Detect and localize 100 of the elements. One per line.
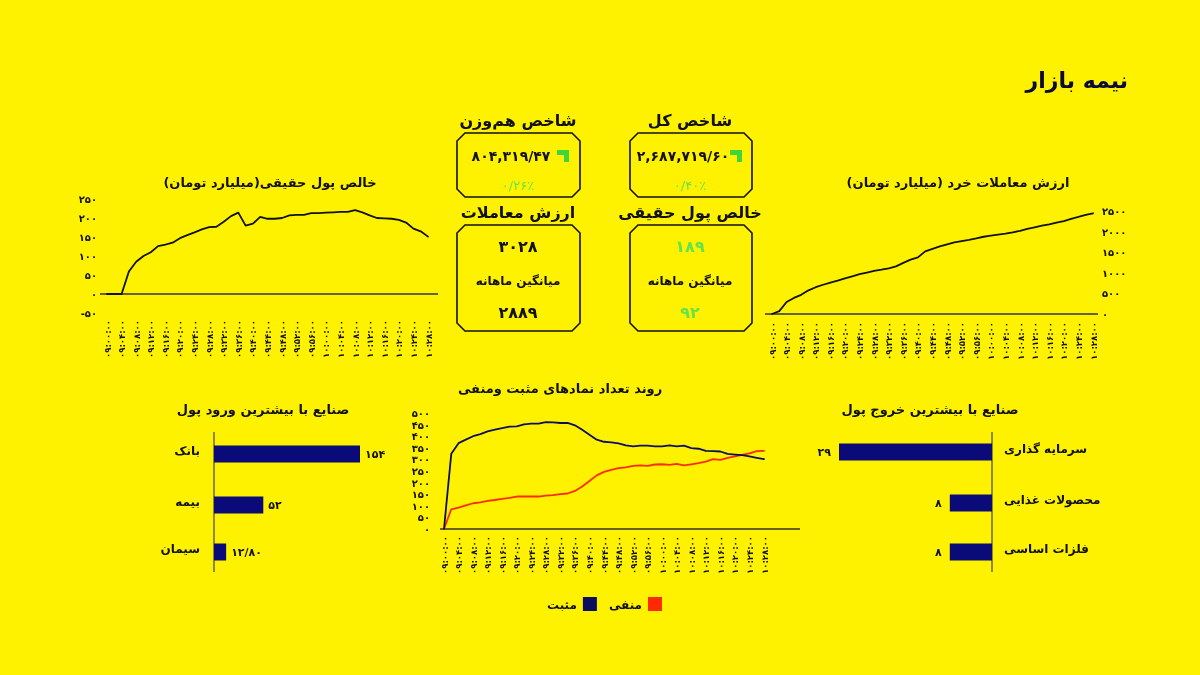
- y-tick-label: بانک: [174, 444, 200, 458]
- y-tick-label: ۵۰۰: [411, 408, 430, 419]
- text: ارزش معاملات: [460, 203, 576, 222]
- x-tick-label: ۰۹:۲۸:۰۰: [541, 536, 552, 574]
- text: شاخص کل: [647, 111, 733, 130]
- x-tick-label: ۰۹:۴۰:۰۰: [248, 320, 259, 358]
- y-tick-label: ۲۵۰: [411, 466, 430, 477]
- text: ۸۰۴,۳۱۹/۴۷: [471, 148, 551, 164]
- x-tick-label: ۰۹:۵۶:۰۰: [971, 322, 982, 360]
- y-tick-label: ۳۰۰: [411, 454, 430, 466]
- x-tick-label: ۰۹:۵۲:۰۰: [957, 322, 968, 360]
- chart-title: خالص پول حقیقی(میلیارد تومان): [163, 175, 377, 190]
- y-tick-label: فلزات اساسی: [1004, 542, 1089, 556]
- text: ۲,۶۸۷,۷۱۹/۶۰: [636, 148, 730, 164]
- x-tick-label: ۰۹:۴۰:۰۰: [913, 322, 924, 360]
- text: شاخص هم‌وزن: [459, 111, 577, 130]
- x-tick-label: ۰۹:۲۸:۰۰: [869, 322, 880, 360]
- y-tick-label: ۴۵۰: [411, 419, 430, 431]
- x-tick-label: ۰۹:۰۰:۰۰: [439, 536, 450, 574]
- text: ۰/۴۰٪: [673, 178, 707, 193]
- data-label: ۲۹: [817, 446, 832, 459]
- line-series: [443, 421, 765, 530]
- x-tick-label: ۱۰:۲۸:۰۰: [423, 320, 434, 358]
- x-tick-label: ۱۰:۱۶:۰۰: [379, 320, 390, 358]
- x-tick-label: ۱۰:۱۲:۰۰: [701, 536, 712, 574]
- x-tick-label: ۰۹:۱۲:۰۰: [811, 322, 822, 360]
- x-tick-label: ۰۹:۱۶:۰۰: [497, 536, 508, 574]
- x-tick-label: ۰۹:۰۸:۰۰: [468, 536, 479, 574]
- x-tick-label: ۰۹:۰۸:۰۰: [796, 322, 807, 360]
- x-tick-label: ۰۹:۳۶:۰۰: [898, 322, 909, 360]
- x-tick-label: ۰۹:۴۴:۰۰: [263, 320, 273, 358]
- text: ۱۸۹: [675, 237, 705, 256]
- x-tick-label: ۰۹:۲۸:۰۰: [204, 320, 215, 358]
- x-tick-label: ۱۰:۲۸:۰۰: [1088, 322, 1099, 360]
- x-tick-label: ۱۰:۲۰:۰۰: [730, 536, 741, 574]
- y-tick-label: -۵۰: [80, 308, 97, 319]
- data-label: ۸: [935, 546, 943, 559]
- line-series: [771, 212, 1094, 315]
- y-tick-label: ۳۵۰: [411, 442, 430, 454]
- chart-title: ارزش معاملات خرد (میلیارد تومان): [846, 175, 1070, 190]
- y-tick-label: ۵۰۰: [1102, 288, 1121, 300]
- x-tick-label: ۱۰:۰۸:۰۰: [350, 320, 361, 358]
- x-tick-label: ۱۰:۲۰:۰۰: [394, 320, 405, 358]
- data-label: ۱۲/۸۰: [231, 546, 263, 559]
- legend-label: مثبت: [546, 598, 577, 612]
- x-tick-label: ۰۹:۴۴:۰۰: [928, 322, 938, 360]
- x-tick-label: ۰۹:۳۶:۰۰: [233, 320, 244, 358]
- x-tick-label: ۰۹:۰۰:۰۰: [102, 320, 113, 358]
- y-tick-label: ۱۰۰: [78, 251, 97, 262]
- x-tick-label: ۰۹:۴۰:۰۰: [584, 536, 595, 574]
- x-tick-label: ۰۹:۵۲:۰۰: [292, 320, 303, 358]
- y-tick-label: ۲۵۰۰: [1102, 206, 1127, 217]
- x-tick-label: ۰۹:۴۸:۰۰: [614, 536, 625, 574]
- x-tick-label: ۱۰:۰۸:۰۰: [1015, 322, 1026, 360]
- x-tick-label: ۰۹:۴۸:۰۰: [277, 320, 288, 358]
- text: ۳۰۲۸: [498, 237, 538, 256]
- x-tick-label: ۱۰:۱۶:۰۰: [1044, 322, 1055, 360]
- x-tick-label: ۰۹:۰۴:۰۰: [454, 536, 465, 574]
- legend-label: منفی: [608, 598, 642, 612]
- x-tick-label: ۱۰:۰۰:۰۰: [321, 320, 332, 358]
- x-tick-label: ۰۹:۴۴:۰۰: [599, 536, 610, 574]
- x-tick-label: ۰۹:۲۴:۰۰: [855, 322, 866, 360]
- x-tick-label: ۰۹:۱۶:۰۰: [825, 322, 836, 360]
- y-tick-label: ۲۵۰: [78, 194, 97, 205]
- data-label: ۱۵۴: [365, 448, 386, 461]
- line-series: [443, 449, 765, 530]
- y-tick-label: ۰: [90, 289, 97, 300]
- y-tick-label: ۲۰۰۰: [1102, 226, 1127, 238]
- x-tick-label: ۰۹:۳۲:۰۰: [884, 322, 895, 360]
- line-series: [106, 209, 429, 295]
- y-tick-label: ۱۰۰۰: [1102, 267, 1127, 279]
- y-tick-label: بیمه: [175, 495, 200, 509]
- text: نیمه بازار: [1024, 68, 1128, 93]
- x-tick-label: ۰۹:۵۶:۰۰: [306, 320, 317, 358]
- x-tick-label: ۰۹:۰۴:۰۰: [782, 322, 793, 360]
- x-tick-label: ۱۰:۲۰:۰۰: [1059, 322, 1070, 360]
- y-tick-label: ۱۵۰۰: [1102, 247, 1127, 259]
- x-tick-label: ۱۰:۱۲:۰۰: [1030, 322, 1041, 360]
- x-tick-label: ۱۰:۲۴:۰۰: [408, 320, 419, 358]
- x-tick-label: ۱۰:۲۸:۰۰: [759, 536, 770, 574]
- y-tick-label: ۲۰۰: [411, 477, 430, 489]
- y-tick-label: ۰: [1102, 309, 1109, 320]
- text: میانگین ماهانه: [647, 274, 733, 288]
- x-tick-label: ۱۰:۰۴:۰۰: [335, 320, 346, 358]
- y-tick-label: ۱۵۰: [411, 489, 430, 501]
- y-tick-label: سیمان: [160, 542, 200, 556]
- x-tick-label: ۱۰:۰۰:۰۰: [657, 536, 668, 574]
- x-tick-label: ۱۰:۲۴:۰۰: [744, 536, 755, 574]
- y-tick-label: ۲۰۰: [78, 213, 97, 224]
- y-tick-label: ۵۰: [417, 512, 430, 524]
- chart-title: صنایع با بیشترین خروج پول: [841, 402, 1019, 418]
- y-tick-label: ۱۵۰: [78, 232, 97, 243]
- x-tick-label: ۱۰:۲۴:۰۰: [1073, 322, 1084, 360]
- x-tick-label: ۰۹:۲۰:۰۰: [175, 320, 186, 358]
- y-tick-label: ۴۰۰: [411, 431, 430, 443]
- x-tick-label: ۰۹:۲۰:۰۰: [840, 322, 851, 360]
- chart-title: روند تعداد نمادهای مثبت ومنفی: [457, 381, 663, 396]
- x-tick-label: ۱۰:۰۰:۰۰: [986, 322, 997, 360]
- x-tick-label: ۰۹:۲۴:۰۰: [526, 536, 537, 574]
- y-tick-label: سرمایه گذاری: [1004, 442, 1088, 456]
